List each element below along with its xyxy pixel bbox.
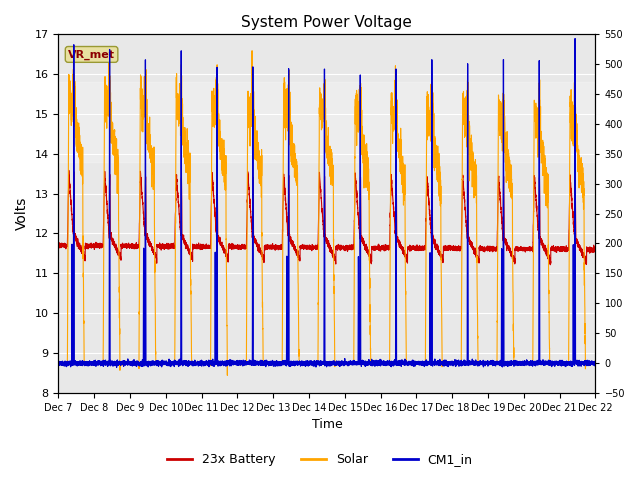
Title: System Power Voltage: System Power Voltage: [241, 15, 412, 30]
Bar: [58, 82, 595, 162]
Text: VR_met: VR_met: [68, 49, 115, 60]
Y-axis label: Volts: Volts: [15, 197, 29, 230]
X-axis label: Time: Time: [312, 419, 342, 432]
Legend: 23x Battery, Solar, CM1_in: 23x Battery, Solar, CM1_in: [163, 448, 477, 471]
